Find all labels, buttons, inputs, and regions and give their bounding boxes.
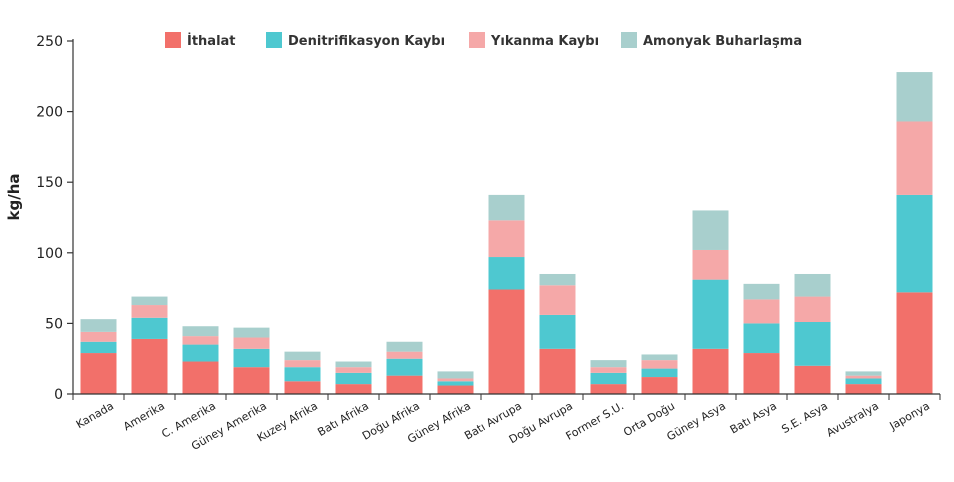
bar-segment <box>590 360 627 368</box>
bar-segment <box>896 292 933 394</box>
bar-segment <box>539 314 576 349</box>
bar-segment <box>80 331 117 342</box>
bar-segment <box>131 317 168 339</box>
y-axis-title: kg/ha <box>5 174 23 221</box>
bar-segment <box>743 353 780 394</box>
bar-segment <box>386 341 423 352</box>
bar-segment <box>80 341 117 354</box>
bar-segment <box>794 365 831 394</box>
bar-segment <box>233 367 270 394</box>
y-tick-label: 100 <box>36 246 63 262</box>
legend-label: İthalat <box>187 33 236 49</box>
bar-segment <box>182 326 219 337</box>
bar-segment <box>896 72 933 122</box>
bar-segment <box>182 336 219 345</box>
bar-segment <box>284 367 321 382</box>
bar-segment <box>131 296 168 306</box>
bar-segment <box>335 361 372 368</box>
bar-segment <box>794 296 831 322</box>
legend-swatch <box>469 32 485 48</box>
x-tick-label: Avustralya <box>824 399 881 439</box>
bar-segment <box>590 372 627 385</box>
bar-segment <box>641 354 678 361</box>
legend-swatch <box>266 32 282 48</box>
bar-segment <box>590 384 627 394</box>
bar-segment <box>437 385 474 394</box>
bar-segment <box>335 384 372 394</box>
bar-segment <box>284 351 321 361</box>
legend-label: Yıkanma Kaybı <box>490 34 599 49</box>
legend-label: Amonyak Buharlaşma <box>643 34 802 49</box>
x-tick-label: Japonya <box>887 399 932 433</box>
x-tick-label: Kanada <box>74 399 116 431</box>
bar-segment <box>233 337 270 349</box>
bar-segment <box>80 319 117 332</box>
legend-swatch <box>165 32 181 48</box>
bar-segment <box>233 327 270 338</box>
bar-segment <box>641 377 678 394</box>
bar-segment <box>896 194 933 293</box>
bar-segment <box>386 358 423 376</box>
y-tick-label: 150 <box>36 175 63 191</box>
y-axis: 0 50 100 150 200 250 <box>36 34 74 403</box>
y-tick-label: 0 <box>54 387 63 403</box>
bar-segment <box>845 371 882 376</box>
bar-segment <box>488 194 525 221</box>
bar-segment <box>845 384 882 394</box>
bar-segment <box>794 273 831 297</box>
bar-segment <box>590 367 627 373</box>
x-tick-label: Former S.U. <box>564 399 626 443</box>
bar-segment <box>335 367 372 373</box>
bar-segment <box>386 351 423 359</box>
bar-segment <box>488 220 525 258</box>
bar-segment <box>692 210 729 250</box>
bar-segment <box>743 323 780 354</box>
y-tick-label: 200 <box>36 105 63 121</box>
bar-segment <box>284 360 321 368</box>
bar-segment <box>743 299 780 324</box>
bar-segment <box>692 279 729 349</box>
bar-segment <box>182 361 219 394</box>
bar-segment <box>131 305 168 318</box>
bar-segment <box>641 360 678 369</box>
bar-segment <box>488 257 525 290</box>
x-tick-label: S.E. Asya <box>779 399 830 436</box>
bar-segment <box>233 348 270 368</box>
bar-segment <box>743 283 780 300</box>
bar-segment <box>539 273 576 286</box>
bar-segment <box>641 368 678 378</box>
y-tick-label: 50 <box>45 316 63 332</box>
bar-segment <box>539 348 576 394</box>
bar-segment <box>896 121 933 195</box>
bar-segment <box>386 375 423 394</box>
bar-segment <box>692 249 729 280</box>
bar-segment <box>335 372 372 385</box>
bar-segment <box>488 289 525 394</box>
bar-segment <box>182 344 219 362</box>
bar-segment <box>437 378 474 382</box>
bar-segment <box>131 338 168 394</box>
legend-label: Denitrifikasyon Kaybı <box>288 34 445 49</box>
bar-segment <box>692 348 729 394</box>
bar-segment <box>845 378 882 385</box>
legend-swatch <box>621 32 637 48</box>
y-tick-label: 250 <box>36 34 63 50</box>
bar-segment <box>437 371 474 379</box>
x-tick-label: Batı Asya <box>728 399 779 436</box>
bar-segment <box>80 353 117 394</box>
bar-segment <box>794 321 831 366</box>
bar-segment <box>539 285 576 315</box>
bars <box>80 72 933 394</box>
bar-segment <box>437 381 474 386</box>
bar-segment <box>284 381 321 394</box>
bar-segment <box>845 375 882 379</box>
legend: İthalat Denitrifikasyon Kaybı Yıkanma Kayb… <box>165 32 802 49</box>
